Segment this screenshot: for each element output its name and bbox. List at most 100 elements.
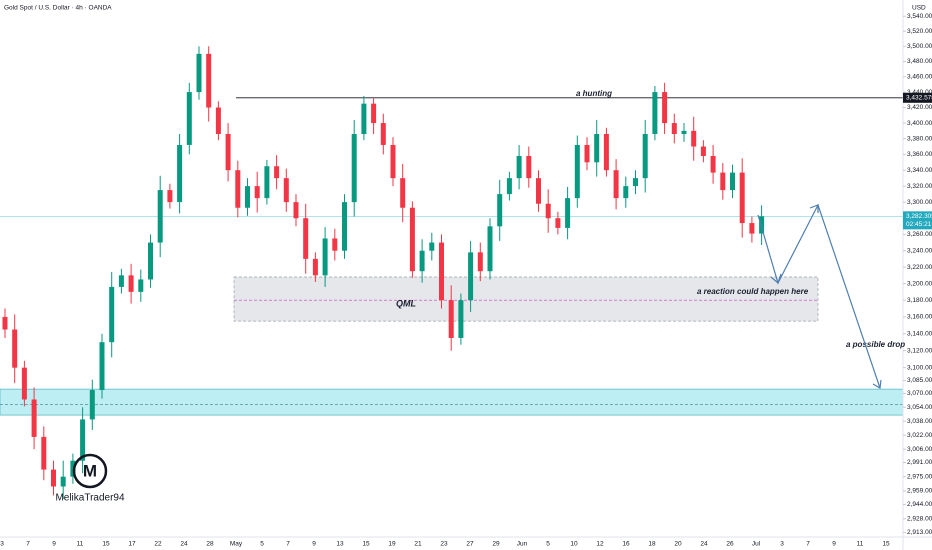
- candle-body: [749, 223, 755, 234]
- x-tick-label: 16: [622, 541, 630, 548]
- candle-body: [21, 367, 27, 400]
- y-tick-label: 3,320.000: [907, 183, 932, 190]
- x-tick-label: 24: [180, 541, 188, 548]
- countdown: 02:45:21: [906, 221, 932, 228]
- y-tick-label: 3,440.000: [907, 89, 932, 96]
- y-tick-label: 3,200.000: [907, 280, 932, 287]
- candle-body: [419, 250, 425, 272]
- candle-body: [332, 238, 338, 251]
- candle-body: [351, 133, 357, 203]
- x-tick-label: 19: [388, 541, 396, 548]
- y-tick-label: 2,959.000: [907, 488, 932, 495]
- y-tick-label: 3,500.000: [907, 43, 932, 50]
- y-tick-label: 3,220.000: [907, 264, 932, 271]
- y-tick-label: 3,400.000: [907, 120, 932, 127]
- x-tick-label: 9: [832, 541, 836, 548]
- annotation: a reaction could happen here: [697, 287, 809, 296]
- candle-body: [439, 242, 444, 301]
- y-tick-label: 3,100.000: [907, 364, 932, 371]
- watermark-logo: M: [72, 453, 108, 489]
- x-tick-label: 9: [52, 541, 56, 548]
- candle-body: [700, 146, 706, 156]
- x-tick-label: 28: [206, 541, 214, 548]
- candle-body: [545, 203, 551, 219]
- y-tick-label: 3,140.000: [907, 330, 932, 337]
- x-tick-label: 12: [596, 541, 604, 548]
- x-tick-label: 5: [260, 541, 264, 548]
- candle-body: [157, 190, 163, 243]
- y-tick-label: 3,240.000: [907, 247, 932, 254]
- y-tick-label: 3,380.000: [907, 135, 932, 142]
- candle-body: [215, 107, 221, 134]
- x-tick-label: 3: [780, 541, 784, 548]
- y-tick-label: 3,038.000: [907, 418, 932, 425]
- level-badge: [903, 92, 932, 103]
- chart-title: Gold Spot / U.S. Dollar · 4h · OANDA: [4, 5, 112, 12]
- y-tick-label: 3,540.000: [907, 13, 932, 20]
- candle-body: [167, 190, 173, 203]
- x-tick-label: Jul: [752, 541, 761, 548]
- candle-body: [177, 144, 183, 203]
- annotation: a hunting: [576, 89, 612, 98]
- candle-body: [468, 252, 474, 301]
- candle-body: [662, 92, 668, 124]
- x-tick-label: 11: [857, 541, 864, 548]
- y-tick-label: 3,340.000: [907, 167, 932, 174]
- y-tick-label: 2,944.000: [907, 501, 932, 508]
- y-tick-label: 3,480.000: [907, 58, 932, 65]
- x-tick-label: 17: [128, 541, 136, 548]
- x-tick-label: 29: [492, 541, 500, 548]
- candle-body: [254, 186, 260, 199]
- candle-body: [555, 218, 561, 228]
- candle-body: [380, 123, 386, 145]
- candle-body: [497, 194, 503, 227]
- candle-body: [109, 286, 115, 343]
- annotation: a possible drop: [846, 340, 905, 349]
- candle-body: [584, 144, 590, 163]
- y-tick-label: 3,420.000: [907, 104, 932, 111]
- candle-body: [506, 178, 512, 195]
- candle-body: [186, 92, 192, 145]
- x-tick-label: 23: [440, 541, 448, 548]
- x-tick-label: 22: [154, 541, 162, 548]
- projection-arrows: [757, 203, 882, 389]
- x-tick-label: 15: [882, 541, 890, 548]
- candle-body: [448, 300, 454, 338]
- candle-body: [245, 186, 250, 208]
- candle-body: [283, 178, 289, 203]
- y-tick-label: 3,460.000: [907, 73, 932, 80]
- candle-body: [759, 216, 765, 234]
- y-tick-label: 3,360.000: [907, 151, 932, 158]
- candle-body: [739, 172, 745, 224]
- y-tick-label: 3,180.000: [907, 297, 932, 304]
- candle-body: [322, 238, 328, 276]
- y-tick-label: 2,975.000: [907, 473, 932, 480]
- candle-body: [574, 144, 580, 199]
- x-tick-label: Jun: [517, 541, 528, 548]
- candle-body: [118, 275, 124, 287]
- level-label: 3,432.578: [906, 95, 932, 102]
- candle-body: [99, 342, 105, 390]
- candle-body: [477, 252, 483, 272]
- candle-body: [681, 130, 687, 134]
- x-tick-label: 27: [466, 541, 474, 548]
- x-tick-label: 7: [286, 541, 290, 548]
- candle-body: [312, 258, 318, 276]
- candle-body: [710, 155, 716, 173]
- x-tick-label: 7: [26, 541, 30, 548]
- candle-body: [128, 275, 134, 292]
- candle-body: [70, 460, 76, 477]
- x-tick-label: 21: [414, 541, 422, 548]
- candle-body: [206, 53, 212, 108]
- price-badge: [903, 211, 932, 230]
- candle-body: [274, 166, 280, 179]
- candle-body: [390, 144, 396, 179]
- candle-body: [371, 103, 377, 124]
- candle-body: [138, 279, 144, 292]
- currency: USD: [912, 5, 926, 12]
- zone: [0, 388, 904, 416]
- y-tick-label: 3,300.000: [907, 199, 932, 206]
- candle-body: [691, 130, 697, 147]
- x-tick-label: 3: [0, 541, 4, 548]
